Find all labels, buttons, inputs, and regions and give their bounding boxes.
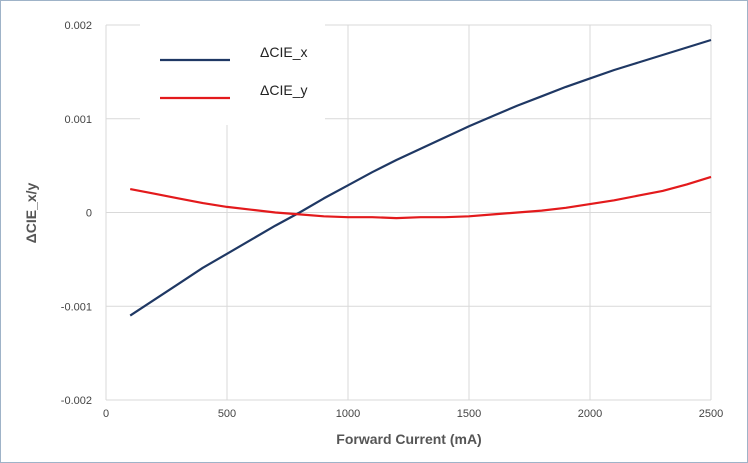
series-line-cie-x <box>129 38 712 317</box>
x-tick-label: 500 <box>218 408 236 420</box>
y-tick-label: -0.002 <box>61 395 92 407</box>
x-tick-label: 1500 <box>457 408 481 420</box>
legend-box <box>140 20 325 125</box>
x-axis-title: Forward Current (mA) <box>336 431 481 447</box>
grid <box>105 24 712 401</box>
y-tick-label: 0 <box>86 208 92 220</box>
y-tick-label: 0.002 <box>64 20 92 32</box>
legend: ΔCIE_x ΔCIE_y <box>160 44 307 100</box>
legend-label: ΔCIE_x <box>260 44 307 60</box>
series-lines <box>129 38 712 317</box>
y-tick-labels: -0.002 -0.001 0 0.001 0.002 <box>61 20 92 407</box>
x-tick-label: 2000 <box>578 408 602 420</box>
x-tick-label: 2500 <box>699 408 723 420</box>
x-tick-label: 1000 <box>336 408 360 420</box>
x-tick-labels: 0 500 1000 1500 2000 2500 <box>103 408 723 420</box>
y-tick-label: -0.001 <box>61 301 92 313</box>
y-axis-title: ΔCIE_x/y <box>23 182 39 243</box>
legend-label: ΔCIE_y <box>260 82 307 98</box>
series-line-cie-y <box>129 175 712 220</box>
y-tick-label: 0.001 <box>64 114 92 126</box>
x-tick-label: 0 <box>103 408 109 420</box>
